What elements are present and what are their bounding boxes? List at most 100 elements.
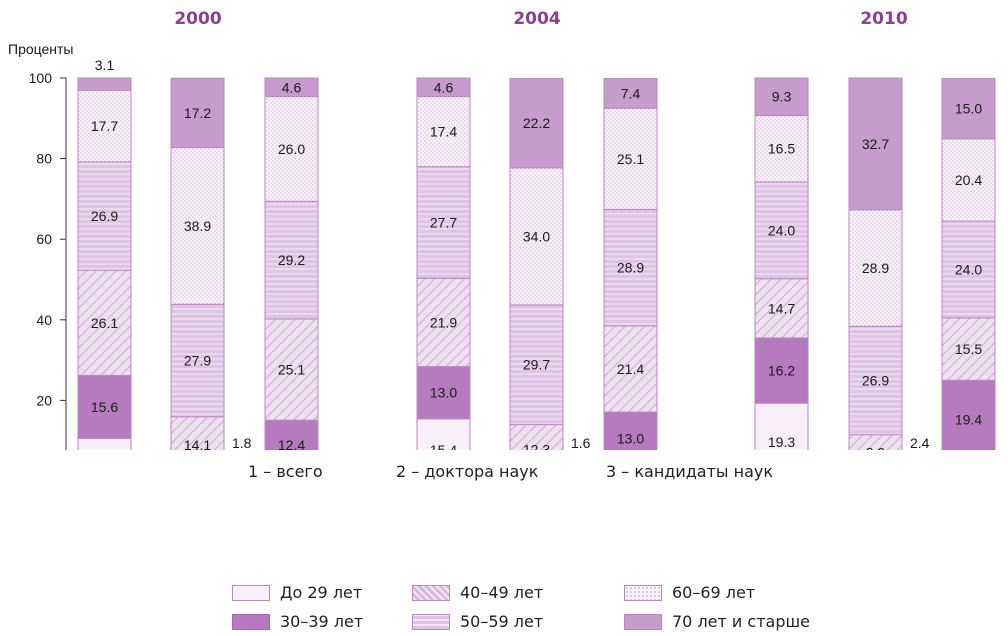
bar-segment (754, 181, 809, 280)
y-tick-label: 80 (36, 151, 52, 167)
legend-key-2: 2 – доктора наук (396, 462, 539, 481)
bar-segment (509, 167, 564, 306)
data-label: 8.9 (866, 445, 886, 450)
data-label: 26.9 (91, 208, 118, 224)
data-label: 19.3 (768, 434, 795, 450)
stacked-bar-chart: 020406080100Проценты20002004201012312312… (8, 9, 996, 450)
data-label: 29.7 (523, 357, 550, 373)
data-label: 21.9 (430, 314, 457, 330)
bar-segment (170, 416, 225, 450)
legend-item-40-49: 40–49 лет (412, 583, 543, 602)
data-label: 3.1 (95, 57, 115, 73)
bar-segment (264, 318, 319, 421)
bar-segment (416, 96, 471, 168)
data-label: 14.7 (768, 300, 795, 316)
group-title: 2010 (860, 9, 907, 29)
data-label: 17.4 (430, 124, 457, 140)
data-label: 16.2 (768, 363, 795, 379)
axes-layer: 020406080100Проценты20002004201012312312… (8, 9, 908, 450)
data-label: 4.6 (282, 79, 302, 95)
legend-swatch-30-39 (232, 613, 270, 630)
data-label: 15.0 (955, 101, 982, 117)
legend-swatch-50-59 (412, 613, 450, 630)
legend-item-under-29: До 29 лет (232, 583, 362, 602)
bar-segment (416, 77, 471, 98)
data-label: 27.9 (184, 353, 211, 369)
legend-item-70-plus: 70 лет и старше (624, 612, 810, 631)
bar-segment (264, 77, 319, 98)
data-label: 24.0 (955, 261, 982, 277)
legend-label-30-39: 30–39 лет (280, 612, 364, 631)
legend-swatch-40-49 (412, 584, 450, 601)
group-title: 2004 (513, 9, 560, 29)
bar-segment (754, 278, 809, 339)
bar-segment (848, 325, 903, 436)
legend-label-60-69: 60–69 лет (672, 583, 756, 602)
legend-item-60-69: 60–69 лет (624, 583, 755, 602)
data-label: 17.7 (91, 118, 118, 134)
bar-segment (77, 269, 132, 376)
legend-swatch-70-plus (624, 613, 662, 630)
legend-swatch-60-69 (624, 584, 662, 601)
bar-segment (941, 77, 996, 140)
legend-key-3: 3 – кандидаты наук (606, 462, 774, 481)
legend-label-under-29: До 29 лет (280, 583, 363, 602)
data-label: 9.3 (772, 89, 792, 105)
legend-swatch-under-29 (232, 584, 270, 601)
bar-segment (603, 107, 658, 210)
bar-segment (603, 208, 658, 327)
data-label: 15.6 (91, 399, 118, 415)
data-label: 1.8 (232, 435, 252, 450)
data-label: 17.2 (184, 105, 211, 121)
bar-segment (603, 325, 658, 413)
bar-segment (941, 379, 996, 450)
bar-segment (264, 200, 319, 320)
data-label: 26.0 (278, 141, 305, 157)
y-axis-label: Проценты (8, 41, 74, 57)
bar-segment (754, 77, 809, 116)
data-label: 25.1 (617, 151, 644, 167)
data-label: 27.7 (430, 214, 457, 230)
group-title: 2000 (174, 9, 221, 29)
data-label: 1.6 (571, 435, 591, 450)
bar-segment (603, 411, 658, 450)
data-label: 2.4 (910, 435, 930, 450)
data-label: 14.1 (184, 437, 211, 450)
bar-segment (170, 77, 225, 149)
y-tick-label: 100 (29, 70, 53, 86)
bar-segment (603, 77, 658, 109)
data-label: 4.6 (434, 79, 454, 95)
data-label: 26.9 (862, 372, 889, 388)
bar-segment (416, 366, 471, 420)
data-label: 22.2 (523, 115, 550, 131)
bar-segment (77, 437, 132, 450)
legend-item-50-59: 50–59 лет (412, 612, 543, 631)
legend-key-1: 1 – всего (248, 462, 323, 481)
data-label: 15.5 (955, 341, 982, 357)
data-label: 26.1 (91, 315, 118, 331)
bar-segment (509, 77, 564, 169)
data-label: 38.9 (184, 218, 211, 234)
bar-segment (509, 304, 564, 426)
data-label: 28.9 (617, 260, 644, 276)
data-label: 13.0 (617, 430, 644, 446)
labels-layer: 10.615.626.126.917.73.114.127.938.917.20… (91, 57, 982, 450)
y-tick-label: 40 (36, 312, 52, 328)
bar-segment (170, 303, 225, 418)
bar-segment (509, 424, 564, 450)
data-label: 25.1 (278, 362, 305, 378)
bars-layer (77, 77, 996, 450)
data-label: 12.4 (278, 437, 305, 450)
data-label: 19.4 (955, 411, 982, 427)
data-label: 29.2 (278, 252, 305, 268)
legend-label-70-plus: 70 лет и старше (672, 612, 810, 631)
legend-label-50-59: 50–59 лет (460, 612, 544, 631)
data-label: 7.4 (621, 85, 641, 101)
legend-item-30-39: 30–39 лет (232, 612, 363, 631)
data-label: 28.9 (862, 260, 889, 276)
bar-segment (77, 77, 132, 91)
legend-label-40-49: 40–49 лет (460, 583, 544, 602)
bar-segment (848, 77, 903, 211)
data-label: 24.0 (768, 222, 795, 238)
data-label: 16.5 (768, 141, 795, 157)
